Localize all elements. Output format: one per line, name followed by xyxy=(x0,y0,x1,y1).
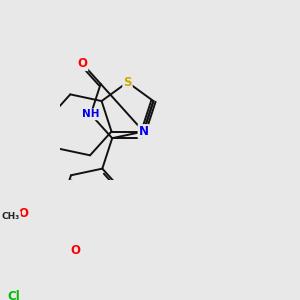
Text: O: O xyxy=(19,207,28,220)
Text: O: O xyxy=(77,57,88,70)
Text: NH: NH xyxy=(82,110,100,119)
Text: Cl: Cl xyxy=(8,290,20,300)
Text: CH₃: CH₃ xyxy=(2,212,20,221)
Text: O: O xyxy=(70,244,81,257)
Text: S: S xyxy=(123,76,132,89)
Text: N: N xyxy=(139,125,148,138)
